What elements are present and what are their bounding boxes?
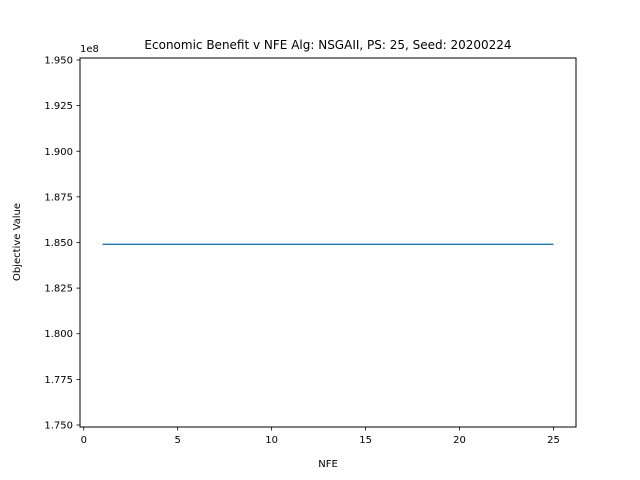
y-tick-label: 1.925 [44,101,73,112]
y-tick-label: 1.900 [44,147,73,158]
y-tick-label: 1.850 [44,238,73,249]
y-tick-label: 1.875 [44,192,73,203]
x-tick-label: 10 [265,435,278,446]
plot-frame [79,57,577,428]
x-tick-label: 0 [81,435,87,446]
x-tick-label: 15 [359,435,372,446]
y-axis-label: Objective Value [12,203,23,281]
x-tick-label: 25 [547,435,560,446]
y-tick-label: 1.750 [44,420,73,431]
chart-title: Economic Benefit v NFE Alg: NSGAII, PS: … [144,38,511,52]
x-tick-label: 20 [453,435,466,446]
y-tick-label: 1.775 [44,375,73,386]
x-axis: 0 5 10 15 20 25 [81,427,560,446]
x-tick-label: 5 [175,435,181,446]
x-axis-label: NFE [318,459,338,470]
y-offset-label: 1e8 [80,44,99,55]
y-tick-label: 1.800 [44,329,73,340]
y-tick-label: 1.825 [44,284,73,295]
y-tick-label: 1.950 [44,56,73,67]
y-axis: 1.750 1.775 1.800 1.825 1.850 1.875 1.900 1.925… [44,56,80,431]
